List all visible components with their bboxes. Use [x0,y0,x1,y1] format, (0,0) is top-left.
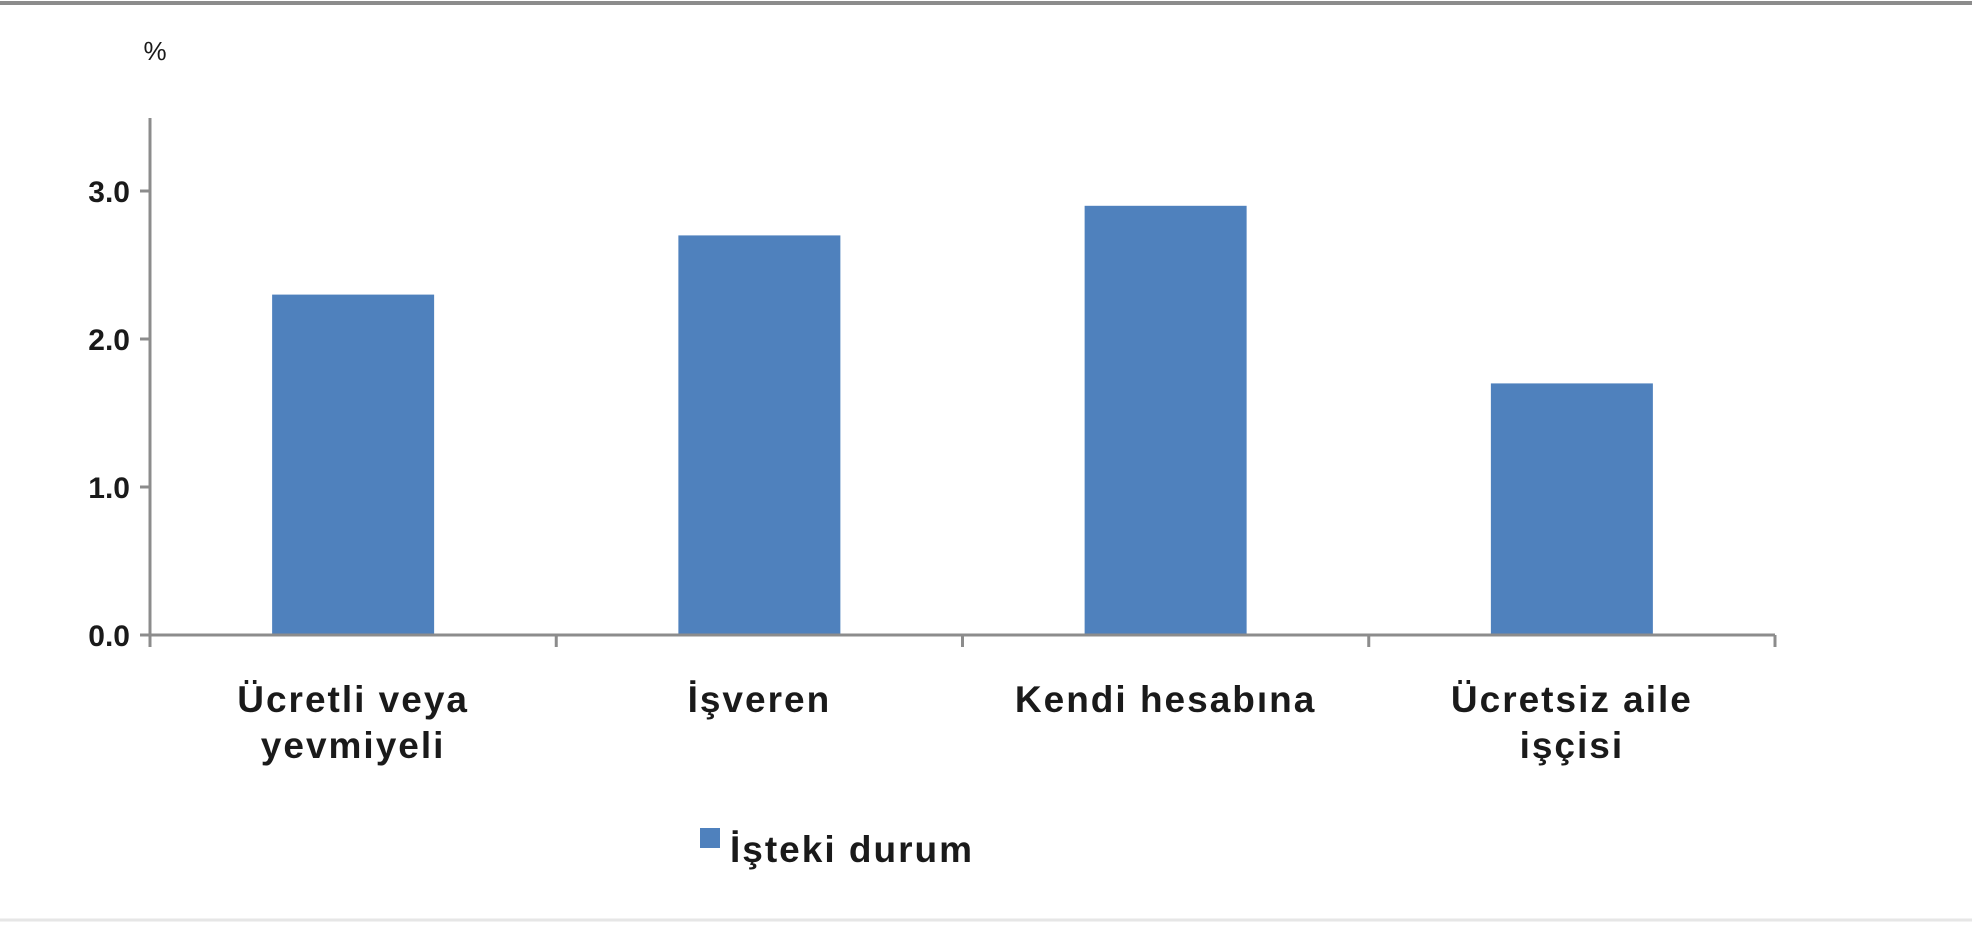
x-category-label-line: yevmiyeli [261,725,446,766]
x-category-label: Ücretli veya yevmiyeli [237,679,469,766]
bar [1490,383,1653,635]
y-tick-label: 2.0 [88,324,130,357]
bar [272,294,435,635]
legend-label: İşteki durum [730,829,974,870]
legend-swatch [700,828,720,848]
x-category-label-line: Kendi hesabına [1015,679,1316,720]
y-unit-label: % [143,36,166,66]
x-category-label: Ücretsiz aile işçisi [1451,679,1693,766]
x-category-label-line: Ücretsiz aile [1451,679,1693,720]
bar [678,235,841,635]
plot-area: 0.0 1.0 2.0 3.0 Ücretli veya yevmiyeli İşveren… [88,118,1777,766]
x-category-label-line: İşveren [688,679,832,720]
y-tick-label: 0.0 [88,620,130,653]
x-category-label: İşveren [688,679,832,720]
legend: İşteki durum [700,828,974,870]
x-category-label-line: Ücretli veya [237,679,469,720]
y-tick-label: 3.0 [88,176,130,209]
x-category-label-line: işçisi [1520,725,1625,766]
x-category-label: Kendi hesabına [1015,679,1316,720]
y-tick-label: 1.0 [88,472,130,505]
bar [1084,205,1247,636]
